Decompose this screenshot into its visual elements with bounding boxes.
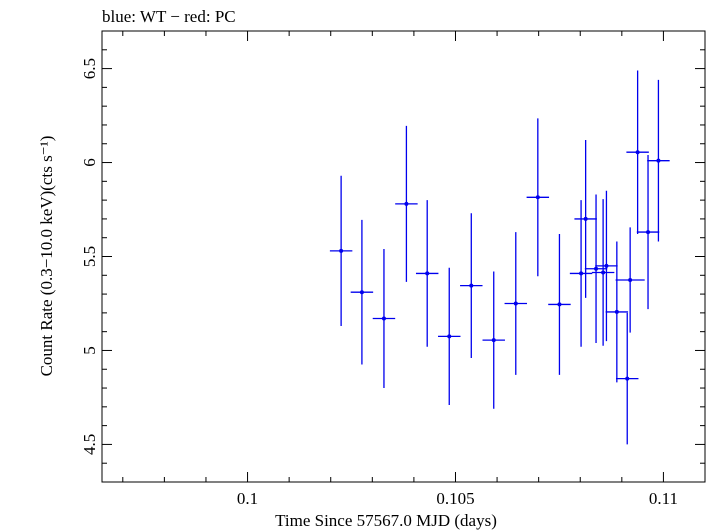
point-marker	[535, 195, 540, 200]
x-tick-label: 0.11	[649, 489, 678, 508]
point-marker	[656, 158, 661, 163]
data-points	[329, 70, 670, 445]
data-point	[574, 139, 597, 298]
point-marker	[646, 230, 651, 235]
y-tick-label: 6.5	[80, 58, 99, 79]
point-marker	[513, 301, 518, 306]
x-tick-label: 0.105	[436, 489, 474, 508]
x-axis-label: Time Since 57567.0 MJD (days)	[275, 511, 497, 530]
data-point	[615, 227, 645, 333]
x-tick-label: 0.1	[237, 489, 258, 508]
y-tick-label: 4.5	[80, 434, 99, 455]
y-tick-label: 5	[80, 346, 99, 355]
point-marker	[594, 266, 599, 271]
data-point	[438, 267, 461, 405]
data-point	[605, 241, 629, 383]
data-point	[548, 233, 571, 375]
point-marker	[381, 316, 386, 321]
point-marker	[469, 283, 474, 288]
point-marker	[359, 290, 364, 295]
data-point	[415, 200, 439, 347]
y-axis-tick-labels: 4.5 5 5.5 6 6.5	[80, 58, 99, 455]
y-axis-label: Count Rate (0.3−10.0 keV)(cts s⁻¹)	[37, 136, 56, 377]
data-point	[460, 213, 483, 358]
y-axis-ticks	[102, 30, 705, 483]
data-point	[526, 118, 550, 277]
data-point	[372, 248, 396, 389]
data-point	[616, 312, 639, 445]
data-point	[647, 79, 670, 242]
plot-frame	[101, 30, 706, 483]
chart-title: blue: WT − red: PC	[102, 7, 236, 26]
point-marker	[425, 271, 430, 276]
point-marker	[491, 338, 496, 343]
point-marker	[628, 277, 633, 282]
data-point	[569, 200, 593, 347]
point-marker	[447, 334, 452, 339]
x-axis-tick-labels: 0.1 0.105 0.11	[237, 489, 678, 508]
y-tick-label: 6	[80, 158, 99, 167]
data-point	[482, 271, 505, 409]
data-point	[591, 199, 615, 346]
y-tick-label: 5.5	[80, 246, 99, 267]
point-marker	[583, 216, 588, 221]
point-marker	[604, 263, 609, 268]
data-point	[350, 219, 374, 365]
data-point	[329, 175, 353, 327]
point-marker	[404, 201, 409, 206]
point-marker	[625, 376, 630, 381]
point-marker	[579, 271, 584, 276]
point-marker	[557, 302, 562, 307]
data-point	[584, 194, 608, 343]
data-point	[395, 125, 418, 282]
point-marker	[601, 270, 606, 275]
data-point	[636, 155, 660, 310]
x-axis-ticks	[122, 31, 706, 482]
data-point	[595, 190, 618, 342]
point-marker	[635, 150, 640, 155]
point-marker	[614, 309, 619, 314]
data-point	[504, 232, 528, 375]
point-marker	[339, 248, 344, 253]
data-point	[626, 70, 649, 234]
